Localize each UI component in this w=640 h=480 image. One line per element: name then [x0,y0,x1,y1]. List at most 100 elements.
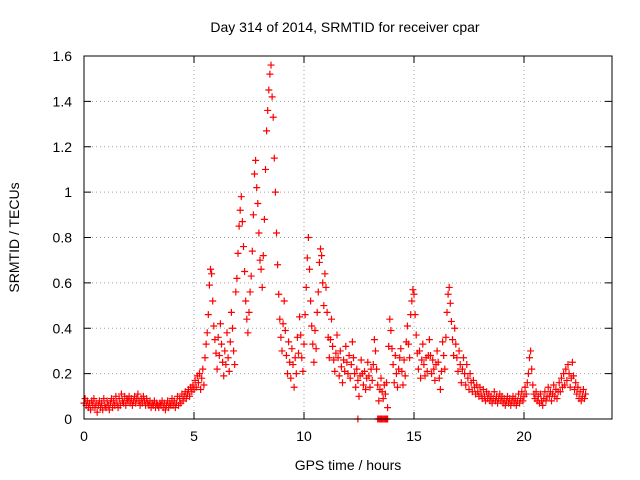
data-point [301,311,309,319]
data-point [345,351,353,359]
data-point [429,356,437,364]
data-point [561,381,569,389]
data-point [276,315,284,323]
data-point [343,358,351,366]
data-point [203,329,211,337]
data-point [196,370,203,378]
data-point [307,297,315,305]
data-point [315,258,323,266]
data-point [312,345,320,353]
data-point [396,354,404,362]
x-tick-label: 15 [406,428,422,444]
data-point [379,395,387,403]
data-point [93,408,101,416]
data-point [563,376,571,384]
data-point [362,386,370,394]
data-point [353,365,361,373]
data-point [566,383,574,391]
data-point [298,354,306,362]
data-point [365,372,373,380]
data-point [463,361,471,369]
data-point [234,249,242,257]
data-point [287,374,295,382]
data-point [383,379,390,387]
data-point [579,386,587,394]
data-point [332,349,340,357]
data-point [329,342,337,350]
y-tick-label: 0.4 [53,320,73,336]
data-point [221,347,229,355]
data-point [427,351,434,359]
data-point [348,338,356,346]
data-point [192,383,200,391]
data-point [303,254,311,262]
data-point [366,383,374,391]
data-point [288,345,296,353]
data-point [457,379,465,387]
x-tick-label: 5 [190,428,198,444]
data-point [373,365,381,373]
data-point [278,347,286,355]
data-point [419,340,427,348]
data-point [562,365,570,373]
data-point [260,215,268,223]
data-point [238,218,246,226]
data-point [454,367,462,375]
data-point [247,272,255,280]
data-point [241,268,249,276]
data-point [214,333,222,341]
data-point [90,395,98,403]
data-point [275,290,283,298]
data-point [265,86,273,94]
data-point [354,376,362,384]
data-point [271,188,279,196]
data-point [326,336,334,344]
data-point [411,311,419,319]
data-point [406,354,414,362]
data-point [524,370,532,378]
data-point [277,333,285,341]
data-point [357,356,365,364]
data-point [544,383,552,391]
data-point [232,288,240,296]
data-point [209,297,217,305]
data-point [255,229,263,237]
data-point [245,308,253,316]
data-point [320,302,328,310]
data-point [399,381,407,389]
data-point [246,288,254,296]
data-point [339,379,346,387]
data-point [251,170,258,178]
data-point [309,340,317,348]
data-point [223,329,231,337]
data-point [325,354,333,362]
data-point [455,347,463,355]
data-point [194,379,202,387]
data-point [263,127,271,135]
data-point [528,365,536,373]
data-point [377,374,385,382]
data-point [199,365,207,373]
data-point [368,376,376,384]
data-point [311,327,319,335]
data-point [299,367,307,375]
data-point [284,370,291,378]
data-point [449,336,456,344]
data-point [347,361,355,369]
y-tick-label: 1.2 [53,139,73,155]
data-point [308,322,316,330]
data-point [220,372,228,380]
data-point [391,351,399,359]
data-point [403,322,411,330]
data-point [306,265,313,273]
y-tick-label: 0.6 [53,275,73,291]
data-point [350,354,357,362]
data-point [334,354,342,362]
data-point [225,367,233,375]
data-point [490,388,498,396]
data-point [469,376,477,384]
data-point [208,270,216,278]
data-point [282,351,290,359]
x-tick-label: 0 [80,428,88,444]
data-point [431,376,439,384]
